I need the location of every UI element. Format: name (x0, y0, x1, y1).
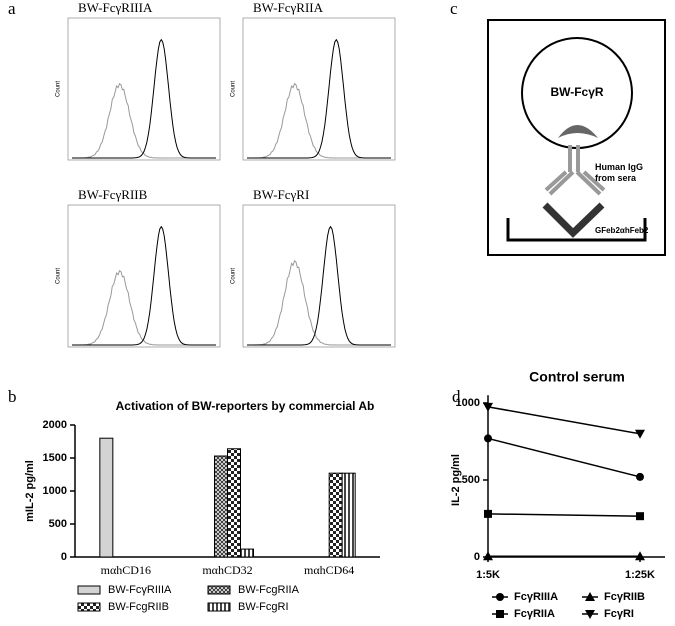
flow-title: BW-FcγRIIIA (78, 0, 153, 15)
cell-label: BW-FcγR (550, 85, 603, 99)
y-tick-label: 1000 (43, 485, 67, 497)
panel-label: c (450, 0, 458, 18)
y-tick-label: 2000 (43, 419, 67, 431)
bar (240, 548, 254, 558)
y-axis-label: mIL-2 pg/ml (24, 460, 36, 522)
flow-y-label: Count (231, 268, 237, 284)
y-tick-label: 0 (61, 551, 67, 563)
bar (341, 472, 356, 558)
y-tick-label: 500 (49, 518, 67, 530)
x-tick-label: 1:25K (625, 569, 655, 581)
x-tick-label: mαhCD16 (101, 563, 151, 577)
flow-y-label: Count (56, 81, 62, 97)
x-tick-label: mαhCD64 (304, 563, 354, 577)
legend-swatch (77, 585, 101, 595)
flow-title: BW-FcγRI (253, 187, 309, 202)
bar (328, 472, 343, 558)
panel-label: d (452, 387, 461, 406)
antibody-box: Human IgG from sera (595, 162, 644, 183)
diagram: BW-FcγR Human IgG from sera GFeb2αhFeb2 (487, 19, 666, 256)
y-tick-label: 0 (474, 551, 480, 563)
legend-label: FcγRIIA (514, 608, 555, 620)
plate-label: GFeb2αhFeb2 (595, 226, 649, 235)
legend-swatch (207, 602, 231, 612)
legend-label: BW-FcgRI (238, 601, 289, 613)
flow-curve (72, 38, 216, 159)
legend-swatch (77, 602, 101, 612)
legend-label: BW-FcgRIIA (238, 584, 300, 596)
point (636, 472, 644, 481)
bar (99, 437, 114, 558)
flow-curve (247, 82, 391, 159)
flow-curve (247, 259, 391, 346)
panel-label: b (8, 387, 17, 406)
legend-swatch (207, 585, 231, 595)
x-tick-label: 1:5K (476, 569, 500, 581)
legend-label: BW-FcγRIIIA (108, 584, 172, 596)
panel-label: a (8, 0, 16, 18)
flow-curve (72, 269, 216, 346)
flow-title: BW-FcγRIIA (253, 0, 324, 15)
legend-label: FcγRIIB (604, 591, 645, 603)
y-tick-label: 500 (462, 474, 480, 486)
point (483, 402, 493, 412)
point (636, 512, 644, 521)
legend-label: FcγRI (604, 608, 634, 620)
flow-frame (67, 17, 221, 161)
flow-y-label: Count (56, 268, 62, 284)
flow-frame (242, 204, 396, 348)
flow-y-label: Count (231, 81, 237, 97)
point (484, 509, 492, 518)
flow-frame (242, 17, 396, 161)
point (483, 551, 493, 561)
series-line (487, 406, 641, 435)
y-tick-label: 1000 (456, 397, 480, 409)
flow-frame (67, 204, 221, 348)
x-tick-label: mαhCD32 (202, 563, 252, 577)
legend-label: BW-FcgRIIB (108, 601, 169, 613)
chart-title: Activation of BW-reporters by commercial… (116, 399, 375, 413)
chart-title: Control serum (529, 369, 625, 385)
y-axis-label: IL-2 pg/ml (450, 454, 462, 506)
flow-curve (72, 225, 216, 346)
point (635, 429, 645, 439)
legend-label: FcγRIIIA (514, 591, 558, 603)
point (484, 434, 492, 443)
flow-title: BW-FcγRIIB (78, 187, 148, 202)
point (635, 551, 645, 561)
flow-curve (247, 225, 391, 346)
antibody-label: Human IgG from sera (595, 162, 644, 183)
flow-curve (247, 38, 391, 159)
series-line (487, 437, 641, 478)
y-tick-label: 1500 (43, 452, 67, 464)
bar (227, 448, 241, 558)
flow-curve (72, 82, 216, 159)
bar (214, 455, 228, 558)
series-line (487, 513, 641, 517)
